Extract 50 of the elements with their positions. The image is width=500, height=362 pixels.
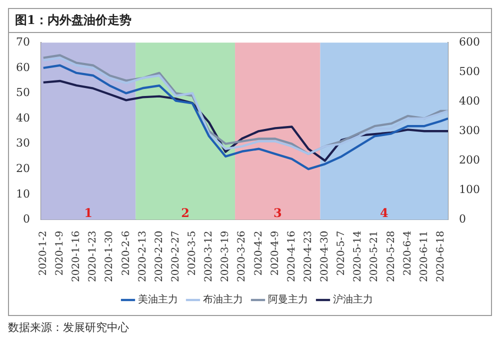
x-tick-label: 2020-1-2 bbox=[38, 230, 49, 276]
x-tick-label: 2020-1-16 bbox=[71, 230, 82, 282]
band-label: 1 bbox=[84, 206, 93, 220]
x-tick-label: 2020-3-26 bbox=[236, 230, 248, 282]
x-tick-label: 2020-2-6 bbox=[120, 230, 132, 276]
x-tick-label: 2020-2-20 bbox=[154, 230, 165, 282]
y-tick-label: 40 bbox=[16, 111, 30, 124]
source-note: 数据来源：发展研究中心 bbox=[8, 320, 130, 335]
legend-label: 沪油主力 bbox=[333, 294, 373, 306]
y-tick-label: 20 bbox=[16, 162, 30, 175]
x-tick-label: 2020-6-11 bbox=[418, 230, 430, 282]
x-tick-label: 2020-4-23 bbox=[302, 230, 314, 282]
y-tick-label: 10 bbox=[16, 187, 30, 200]
x-tick-label: 2020-1-23 bbox=[88, 230, 99, 282]
band-label: 2 bbox=[181, 206, 190, 220]
y-tick-label: 50 bbox=[16, 86, 30, 100]
x-tick-label: 2020-5-21 bbox=[369, 230, 380, 282]
y-tick-label: 0 bbox=[22, 212, 30, 226]
y2-tick-label: 0 bbox=[459, 212, 466, 226]
y2-tick-label: 400 bbox=[459, 94, 480, 108]
x-tick-label: 2020-6-18 bbox=[436, 230, 446, 282]
y-tick-label: 60 bbox=[16, 60, 30, 74]
x-tick-label: 2020-3-12 bbox=[204, 230, 215, 282]
x-tick-label: 2020-6-4 bbox=[402, 230, 414, 276]
x-tick-label: 2020-5-7 bbox=[336, 230, 348, 276]
y-tick-label: 70 bbox=[16, 35, 30, 48]
legend-label: 布油主力 bbox=[203, 294, 243, 306]
band-label: 4 bbox=[380, 206, 388, 220]
x-tick-label: 2020-4-16 bbox=[286, 230, 298, 282]
legend-label: 美油主力 bbox=[138, 294, 178, 306]
x-tick-label: 2020-2-13 bbox=[137, 230, 148, 282]
y-tick-label: 30 bbox=[16, 136, 30, 150]
x-tick-label: 2020-4-2 bbox=[253, 230, 264, 276]
x-tick-label: 2020-1-30 bbox=[104, 230, 116, 282]
band-label: 3 bbox=[273, 206, 282, 220]
x-tick-label: 2020-5-14 bbox=[352, 230, 364, 282]
y2-tick-label: 600 bbox=[459, 35, 480, 48]
x-tick-label: 2020-2-27 bbox=[170, 230, 182, 282]
x-tick-label: 2020-3-5 bbox=[187, 230, 198, 276]
x-tick-label: 2020-5-28 bbox=[386, 230, 397, 282]
x-tick-label: 2020-4-9 bbox=[270, 230, 281, 276]
y2-tick-label: 500 bbox=[459, 64, 480, 78]
x-tick-label: 2020-3-19 bbox=[220, 230, 232, 282]
y2-tick-label: 200 bbox=[459, 154, 480, 167]
y2-tick-label: 300 bbox=[459, 124, 480, 138]
y2-tick-label: 100 bbox=[459, 183, 480, 196]
x-tick-label: 2020-1-9 bbox=[54, 230, 66, 276]
chart-title: 图1：内外盘油价走势 bbox=[8, 8, 492, 32]
legend-label: 阿曼主力 bbox=[268, 294, 308, 306]
x-tick-label: 2020-4-30 bbox=[320, 230, 331, 282]
